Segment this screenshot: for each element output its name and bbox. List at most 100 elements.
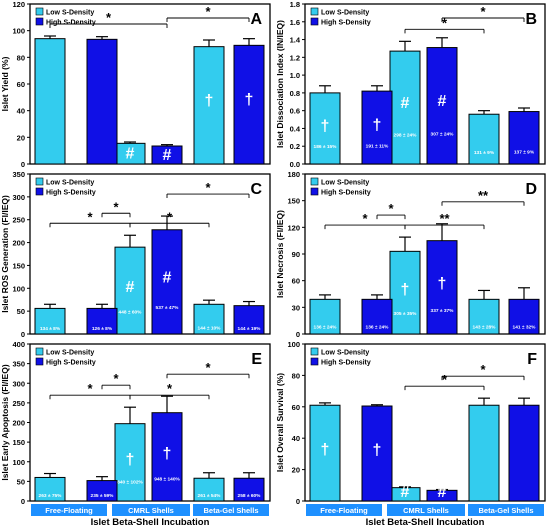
bar-value-label: 537 ± 47% xyxy=(156,305,180,311)
legend-swatch xyxy=(310,17,319,26)
y-tick-label: 0.8 xyxy=(290,89,300,98)
legend-swatch xyxy=(310,357,319,366)
category-label: Free-Floating xyxy=(45,506,93,515)
y-tick-label: 60 xyxy=(292,277,300,286)
panel-b: 0.0 0.2 0.4 0.6 0.8 1.0 1.2 1.4 1.6 1.8 Islet Diss… xyxy=(275,0,546,169)
y-tick-label: 250 xyxy=(12,399,25,408)
category-band xyxy=(112,504,190,516)
plot-frame xyxy=(29,173,271,335)
significance-label: * xyxy=(87,209,93,224)
bar-value-label: 186 ± 15% xyxy=(314,144,338,150)
y-axis-label: Islet Early Apoptosis (FI/IEQ) xyxy=(0,364,10,481)
y-tick-label: 180 xyxy=(287,170,300,179)
significance-label: * xyxy=(205,180,211,195)
y-tick-label: 200 xyxy=(12,239,25,248)
x-axis-label: Islet Beta-Shell Incubation xyxy=(366,517,485,528)
y-tick-label: 100 xyxy=(12,27,25,36)
bar-value-label: 144 ± 10% xyxy=(198,326,222,332)
category-label: CMRL Shells xyxy=(403,506,449,515)
bar-value-label: 298 ± 24% xyxy=(394,132,418,138)
panel-letter-bg xyxy=(246,176,266,196)
bar-mark: † xyxy=(373,442,382,459)
y-tick-label: 0 xyxy=(296,497,300,506)
bar xyxy=(309,404,341,502)
y-tick-label: 50 xyxy=(17,307,25,316)
bar-value-label: 448 ± 60% xyxy=(119,310,143,316)
bar-mark: † xyxy=(163,445,172,462)
significance-label: ** xyxy=(439,211,450,226)
panel-letter: C xyxy=(250,181,262,198)
bar-mark: # xyxy=(163,147,172,164)
bar xyxy=(309,92,341,165)
category-band xyxy=(468,504,544,516)
legend-label: Low S-Density xyxy=(46,180,94,187)
bar-value-label: 143 ± 28% xyxy=(473,324,497,330)
legend-swatch xyxy=(35,187,44,196)
y-tick-label: 1.8 xyxy=(290,0,300,9)
legend-label: Low S-Density xyxy=(321,10,369,17)
bar xyxy=(86,307,118,335)
bar-mark: † xyxy=(245,92,254,109)
plot-frame xyxy=(304,3,546,165)
legend-swatch xyxy=(35,177,44,186)
bar xyxy=(361,298,393,335)
panel-letter-bg xyxy=(521,176,541,196)
panel-a: 0 20 40 60 80 100 120 Islet Yield (%) A # † # † * * Low… xyxy=(0,0,271,169)
significance-label: * xyxy=(106,10,112,25)
y-tick-label: 50 xyxy=(17,477,25,486)
y-tick-label: 200 xyxy=(12,419,25,428)
bar xyxy=(233,44,265,165)
bar xyxy=(361,90,393,165)
significance-label: * xyxy=(167,209,173,224)
panel-d: 0 30 60 90 120 150 180 Islet Necrosis (FI/IEQ) D… xyxy=(275,170,546,339)
legend-label: High S-Density xyxy=(321,190,371,197)
y-tick-label: 60 xyxy=(17,80,25,89)
panel-letter: B xyxy=(525,11,537,28)
bar-value-label: 337 ± 37% xyxy=(431,308,455,314)
significance-label: ** xyxy=(478,188,489,203)
y-tick-label: 0.2 xyxy=(290,142,300,151)
bar-mark: † xyxy=(401,282,410,299)
bar-mark: # xyxy=(438,93,447,110)
category-label: Beta-Gel Shells xyxy=(478,506,533,515)
panel-letter: F xyxy=(527,351,537,368)
bar-value-label: 126 ± 8% xyxy=(92,326,113,332)
significance-label: * xyxy=(87,381,93,396)
legend-label: Low S-Density xyxy=(321,180,369,187)
y-tick-label: 120 xyxy=(287,223,300,232)
bar-mark: † xyxy=(321,118,330,135)
panel-letter-bg xyxy=(246,346,266,366)
legend-label: High S-Density xyxy=(321,360,371,367)
y-tick-label: 350 xyxy=(12,170,25,179)
y-tick-label: 150 xyxy=(12,438,25,447)
bar-mark: # xyxy=(438,484,447,501)
bar-value-label: 258 ± 60% xyxy=(238,493,262,499)
legend-label: High S-Density xyxy=(46,190,96,197)
legend-swatch xyxy=(310,7,319,16)
y-tick-label: 300 xyxy=(12,379,25,388)
y-tick-label: 80 xyxy=(17,53,25,62)
legend-swatch xyxy=(310,187,319,196)
bar xyxy=(361,405,393,502)
bar xyxy=(193,303,225,335)
panel-letter: A xyxy=(250,11,262,28)
legend-label: Low S-Density xyxy=(46,10,94,17)
plot-frame xyxy=(304,343,546,502)
y-tick-label: 60 xyxy=(292,403,300,412)
legend-label: Low S-Density xyxy=(321,350,369,357)
y-axis-label: Islet Dissociation Index (IN/IEQ) xyxy=(275,20,285,148)
bar-mark: † xyxy=(205,92,214,109)
y-axis-label: Islet Overall Survival (%) xyxy=(275,373,285,472)
significance-label: * xyxy=(480,4,486,19)
bar xyxy=(151,412,183,502)
bar-value-label: 137 ± 9% xyxy=(514,149,535,155)
significance-label: * xyxy=(388,201,394,216)
category-band xyxy=(306,504,382,516)
bar-value-label: 136 ± 24% xyxy=(314,324,338,330)
bar xyxy=(86,38,118,165)
bar-value-label: 144 ± 19% xyxy=(238,326,262,332)
category-band xyxy=(31,504,107,516)
bar xyxy=(34,38,66,165)
bar-value-label: 305 ± 35% xyxy=(394,311,418,317)
